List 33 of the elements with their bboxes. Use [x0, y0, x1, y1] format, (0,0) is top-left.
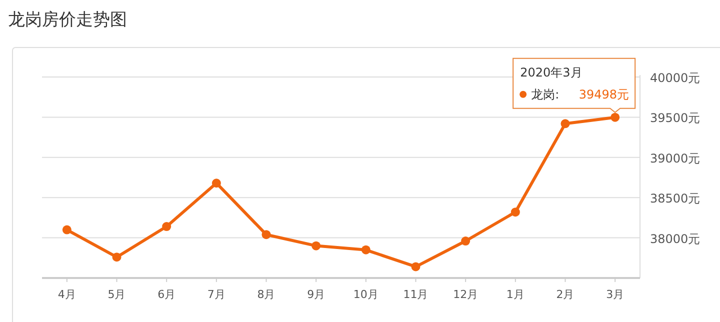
point	[361, 245, 370, 254]
point	[610, 112, 620, 122]
point	[461, 236, 470, 246]
x-tick-label: 3月	[606, 288, 624, 301]
y-tick-label: 38000元	[650, 232, 700, 246]
x-tick-label: 1月	[506, 288, 524, 301]
y-tick-label: 38500元	[650, 192, 700, 206]
x-tick-label: 4月	[58, 288, 76, 301]
y-tick-label: 39000元	[650, 151, 700, 166]
x-tick-label: 8月	[257, 288, 276, 301]
point	[262, 230, 271, 240]
x-tick-label: 9月	[307, 288, 326, 301]
x-tick-label: 5月	[108, 288, 126, 301]
x-tick-label: 6月	[158, 288, 176, 301]
x-tick-label: 12月	[453, 288, 478, 301]
x-tick-label: 11月	[403, 288, 428, 301]
point	[62, 225, 72, 234]
point	[560, 119, 570, 128]
point	[411, 262, 420, 272]
point	[212, 178, 221, 188]
x-tick-label: 7月	[207, 288, 226, 301]
point	[510, 208, 520, 217]
x-tick-label: 2月	[556, 288, 574, 301]
y-tick-label: 39500元	[650, 111, 700, 126]
chart-title: 龙岗房价走势图	[8, 10, 127, 30]
point	[112, 252, 122, 262]
point	[162, 222, 172, 232]
data-label: 39498元	[578, 87, 630, 102]
y-tick-label: 40000元	[650, 71, 700, 85]
point	[312, 241, 321, 250]
x-tick-label: 10月	[353, 288, 378, 301]
legend-label: 龙岗:	[531, 87, 560, 102]
annotation: 2020年3月	[520, 65, 582, 80]
